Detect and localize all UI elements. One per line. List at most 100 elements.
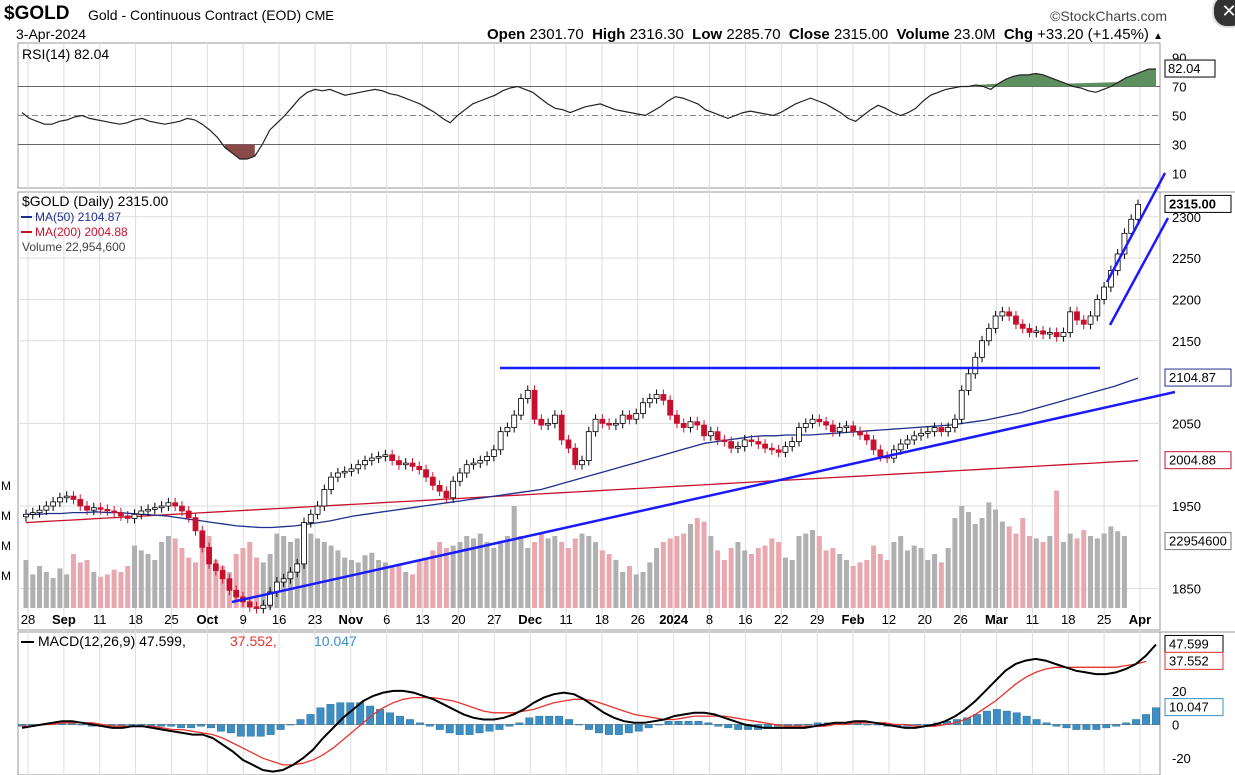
- macd-histogram-bar: [982, 710, 991, 725]
- volume-bar: [376, 560, 382, 608]
- volume-bar: [1033, 538, 1039, 608]
- candle-body: [945, 427, 952, 433]
- volume-bar: [565, 548, 571, 608]
- volume-bar: [864, 560, 870, 608]
- candle-body: [280, 578, 287, 583]
- macd-histogram-bar: [455, 724, 464, 735]
- x-tick-label: 23: [308, 612, 322, 627]
- close-button[interactable]: ✕: [1212, 0, 1235, 28]
- candle-body: [538, 418, 545, 426]
- candle-body: [1060, 332, 1067, 338]
- candle-body: [870, 439, 877, 451]
- volume-bar: [152, 560, 158, 608]
- x-tick-label: Apr: [1129, 612, 1151, 627]
- candle-body: [1101, 286, 1107, 300]
- x-tick-label: 29: [810, 612, 824, 627]
- price-tick-label: 2150: [1172, 334, 1201, 349]
- macd-histogram-bar: [207, 724, 215, 729]
- volume-bar: [694, 518, 700, 608]
- candle-body: [1094, 299, 1101, 317]
- candle-body: [680, 422, 687, 428]
- volume-bar: [532, 542, 538, 608]
- candle-body: [287, 571, 294, 580]
- candle-body: [477, 460, 484, 464]
- volume-bar: [749, 554, 755, 608]
- volume-bar: [545, 538, 551, 608]
- volume-bar: [254, 557, 260, 608]
- candle-body: [70, 495, 77, 500]
- candle-body: [389, 454, 396, 461]
- macd-histogram-bar: [555, 715, 564, 725]
- volume-bar: [437, 542, 443, 608]
- volume-bar: [382, 562, 388, 608]
- candle-body: [226, 578, 233, 591]
- macd-histogram-bar: [336, 702, 345, 725]
- price-badge-frame: [1164, 194, 1232, 213]
- volume-bar: [1108, 526, 1114, 608]
- candle-body: [131, 513, 138, 519]
- candle-body: [185, 510, 192, 519]
- rsi-tick-label: 50: [1172, 109, 1186, 124]
- volume-bar: [952, 518, 958, 608]
- candle-body: [592, 418, 599, 433]
- rsi-badge-frame: [1164, 59, 1216, 78]
- macd-histogram-bar: [286, 724, 295, 726]
- candle-body: [952, 418, 958, 428]
- price-tick-label: 2250: [1172, 251, 1201, 266]
- rsi-tick-label: 10: [1172, 167, 1186, 182]
- volume-bar: [267, 554, 273, 608]
- candle-body: [402, 462, 409, 466]
- candle-body: [260, 604, 267, 609]
- histogram-legend: 10.047: [314, 633, 357, 649]
- candle-body: [23, 513, 29, 518]
- candle-body: [653, 394, 660, 400]
- macd-histogram-bar: [366, 705, 375, 725]
- volume-bar: [179, 548, 185, 608]
- volume-legend: Volume 22,954,600: [22, 240, 126, 254]
- macd-histogram-bar: [515, 722, 524, 725]
- candle-body: [992, 315, 999, 329]
- volume-bar: [1081, 530, 1087, 608]
- candle-body: [233, 589, 240, 598]
- volume-bar: [579, 533, 585, 608]
- volume-bar: [138, 550, 144, 608]
- volume-bar: [776, 542, 782, 608]
- candle-body: [484, 456, 490, 461]
- candle-body: [36, 509, 43, 514]
- candle-body: [375, 456, 382, 459]
- volume-scale-label: M: [1, 569, 11, 583]
- candle-body: [667, 399, 674, 416]
- x-tick-label: Oct: [197, 612, 219, 627]
- channel-upper-line: [1105, 172, 1167, 283]
- volume-bar: [355, 562, 361, 608]
- volume-bar: [491, 548, 497, 608]
- candle-body: [972, 356, 979, 375]
- ma200-legend: MA(200) 2004.88: [35, 225, 128, 239]
- volume-bar: [159, 542, 165, 608]
- open-label: Open: [487, 26, 526, 43]
- chg-caret-icon: ▲: [1153, 31, 1163, 42]
- volume-bar: [999, 521, 1005, 608]
- candle-body: [158, 505, 165, 509]
- x-tick-label: 26: [953, 612, 967, 627]
- macd-badge-frame: [1164, 651, 1224, 670]
- candle-body: [1067, 311, 1074, 333]
- candle-body: [857, 431, 863, 436]
- volume-bar: [586, 536, 592, 608]
- candle-body: [416, 465, 423, 471]
- candle-body: [1019, 323, 1026, 329]
- macd-histogram-bar: [177, 724, 186, 729]
- volume-bar: [538, 533, 544, 608]
- macd-histogram-bar: [266, 724, 275, 735]
- candle-body: [565, 439, 572, 449]
- volume-bar: [1054, 490, 1060, 608]
- volume-bar: [742, 550, 748, 608]
- x-tick-label: 26: [631, 612, 645, 627]
- candle-body: [775, 449, 782, 453]
- volume-bar: [193, 562, 199, 608]
- volume-bar: [430, 550, 436, 608]
- price-badge: 2315.00: [1169, 196, 1216, 211]
- volume-bar: [57, 568, 63, 608]
- macd-histogram-bar: [77, 724, 86, 726]
- x-tick-label: 27: [487, 612, 501, 627]
